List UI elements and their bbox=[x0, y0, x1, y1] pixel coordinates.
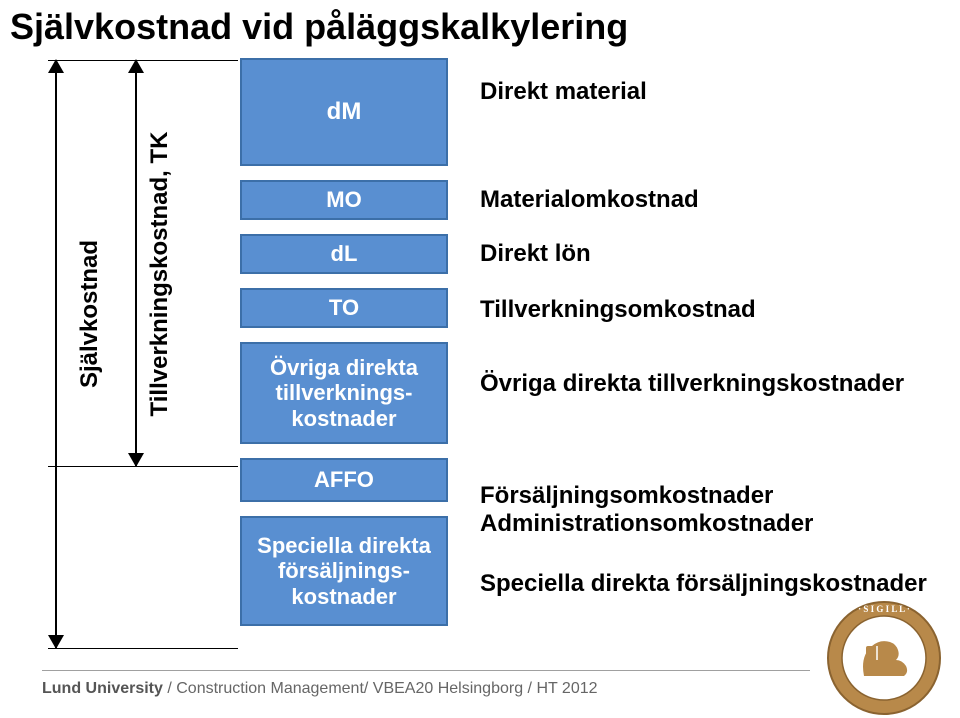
desc-mo: Materialomkostnad bbox=[480, 186, 699, 214]
desc-ovriga-line1: Övriga direkta tillverkningskostnader bbox=[480, 370, 904, 398]
footer: Lund University / Construction Managemen… bbox=[42, 680, 598, 698]
box-dl: dL bbox=[240, 234, 448, 274]
vlabel-sjalvkostnad: Självkostnad bbox=[76, 214, 104, 414]
footer-rest: / Construction Management/ VBEA20 Helsin… bbox=[163, 680, 598, 697]
box-column: dM MO dL TO Övriga direkta tillverknings… bbox=[240, 58, 448, 640]
desc-to: Tillverkningsomkostnad bbox=[480, 296, 756, 324]
box-affo: AFFO bbox=[240, 458, 448, 502]
page-title: Självkostnad vid påläggskalkylering bbox=[10, 6, 628, 48]
box-ovriga: Övriga direkta tillverknings-kostnader bbox=[240, 342, 448, 444]
hline-sk-bottom bbox=[48, 648, 238, 649]
box-speciella: Speciella direkta försäljnings-kostnader bbox=[240, 516, 448, 626]
footer-divider bbox=[42, 670, 810, 671]
desc-affo: Försäljningsomkostnader Administrationso… bbox=[480, 482, 813, 537]
desc-dl: Direkt lön bbox=[480, 240, 591, 268]
desc-affo1: Försäljningsomkostnader bbox=[480, 482, 773, 509]
lund-university-logo: · S I G I L L · bbox=[824, 598, 944, 718]
desc-spec: Speciella direkta försäljningskostnader bbox=[480, 570, 927, 598]
vlabel-tk: Tillverkningskostnad, TK bbox=[146, 114, 174, 434]
desc-ovriga: Övriga direkta tillverkningskostnader bbox=[480, 370, 904, 397]
bracket-sjalvkostnad bbox=[48, 60, 64, 648]
slide: Självkostnad vid påläggskalkylering Själ… bbox=[0, 0, 960, 718]
svg-text:· S I G I L L ·: · S I G I L L · bbox=[858, 604, 910, 614]
box-dm: dM bbox=[240, 58, 448, 166]
footer-strong: Lund University bbox=[42, 680, 163, 697]
desc-dm: Direkt material bbox=[480, 78, 647, 106]
desc-affo2: Administrationsomkostnader bbox=[480, 510, 813, 537]
box-to: TO bbox=[240, 288, 448, 328]
bracket-tk bbox=[128, 60, 144, 466]
desc-spec-text: Speciella direkta försäljningskostnader bbox=[480, 570, 927, 597]
box-mo: MO bbox=[240, 180, 448, 220]
